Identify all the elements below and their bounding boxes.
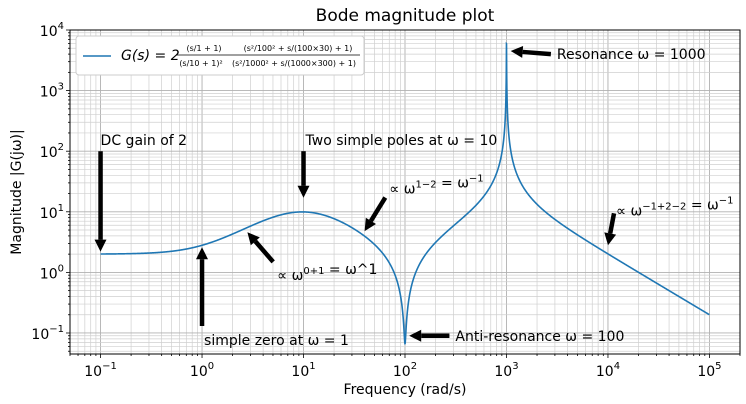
legend-num-b: (s²/100² + s/(100×30) + 1) [244, 44, 353, 53]
annotation-arrow-head [364, 217, 376, 232]
x-tick-label: 102 [393, 361, 417, 380]
annotation-label: ∝ ω1−2 = ω−1 [389, 174, 483, 198]
annotation-label: ∝ ω0+1 = ω^1 [277, 262, 377, 284]
annotation-label: simple zero at ω = 1 [204, 333, 349, 349]
legend: G(s) = 2 (s/1 + 1) (s²/100² + s/(100×30)… [75, 35, 365, 76]
legend-num-a: (s/1 + 1) [186, 44, 221, 53]
y-tick-label: 102 [40, 142, 64, 161]
x-tick-label: 105 [697, 361, 721, 380]
annotation-arrow-head [196, 247, 208, 260]
annotations: DC gain of 2 simple zero at ω = 1 Two simp… [94, 46, 734, 349]
x-tick-label: 101 [291, 361, 315, 380]
annotation-arrow-shaft [253, 239, 275, 264]
annotation-arrow-head [297, 185, 310, 198]
annotation-label: ∝ ω−1+2−2 = ω−1 [616, 195, 734, 219]
y-axis-label: Magnitude |G(jω)| [9, 129, 25, 254]
annotation-label: Two simple poles at ω = 10 [305, 133, 498, 149]
y-tick-label: 103 [40, 82, 64, 101]
grid [69, 29, 741, 354]
magnitude-curve [100, 41, 710, 345]
annotation-arrow-head [409, 329, 422, 342]
annotation-label: Resonance ω = 1000 [557, 47, 706, 63]
y-tick-label: 100 [40, 263, 64, 282]
annotation-arrow-shaft [607, 212, 617, 234]
annotation-arrow-head [94, 239, 107, 252]
legend-box [75, 35, 365, 76]
y-tick-label: 104 [40, 21, 64, 40]
legend-den-a: (s/10 + 1)² [179, 59, 222, 68]
legend-den-b: (s²/1000² + s/(1000×300) + 1) [232, 59, 356, 68]
y-tick-label: 10−1 [31, 324, 64, 343]
annotation-arrow-head [604, 232, 617, 246]
annotation-arrow-head [247, 232, 260, 246]
annotation-arrow-shaft [368, 196, 388, 223]
x-axis-label: Frequency (rad/s) [344, 382, 467, 398]
x-tick-label: 10−1 [84, 361, 117, 380]
y-tick-labels: 10−1 100 101 102 103 104 [31, 21, 64, 343]
annotation-label: DC gain of 2 [101, 133, 188, 149]
x-tick-labels: 10−1 100 101 102 103 104 105 [84, 361, 721, 380]
ticks [66, 29, 741, 358]
annotation-arrow-shaft [522, 49, 552, 57]
chart-title: Bode magnitude plot [316, 6, 495, 26]
annotation-arrow-head [510, 46, 524, 58]
x-tick-label: 103 [494, 361, 518, 380]
x-tick-label: 100 [190, 361, 214, 380]
annotation-label: Anti-resonance ω = 100 [455, 329, 624, 345]
x-tick-label: 104 [596, 361, 620, 380]
y-tick-label: 101 [40, 203, 64, 222]
legend-lhs: G(s) = 2 [121, 48, 180, 64]
